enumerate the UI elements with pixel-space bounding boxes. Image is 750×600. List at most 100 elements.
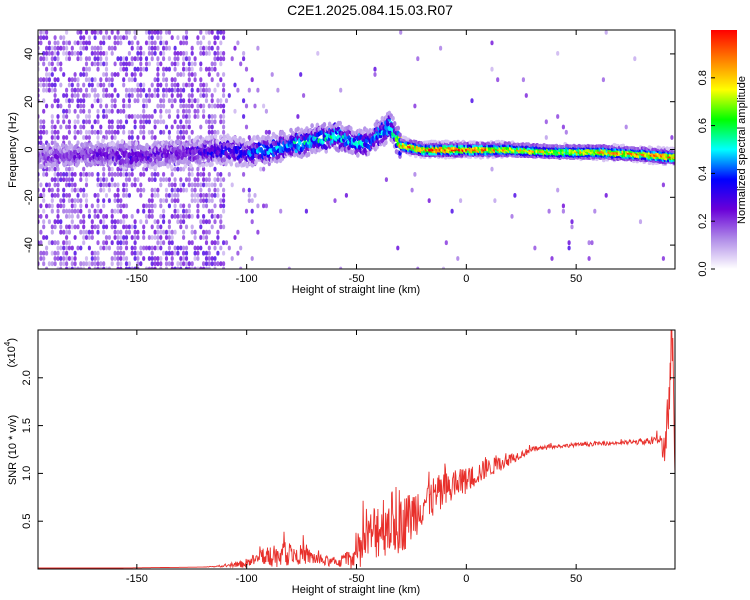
spectrogram-speckle — [510, 214, 514, 219]
spectrogram-cell — [322, 122, 327, 128]
spectrogram-speckle — [567, 245, 571, 251]
spectrogram-speckle — [62, 198, 66, 204]
spectrogram-speckle — [116, 240, 120, 246]
spectrogram-speckle — [122, 66, 126, 72]
spectrogram-speckle — [136, 135, 140, 140]
spectrogram-speckle — [638, 219, 643, 225]
spectrogram-speckle — [122, 182, 126, 188]
spectrogram-speckle — [99, 98, 103, 104]
colorbar-tick-label: 0.4 — [697, 166, 709, 181]
spectrogram-speckle — [216, 229, 220, 235]
spectrogram-speckle — [67, 172, 71, 177]
spectrogram-speckle — [256, 203, 260, 209]
spectrogram-speckle — [116, 40, 120, 46]
spectrogram-speckle — [130, 56, 134, 62]
spectrogram-speckle — [73, 40, 77, 46]
spectrogram-speckle — [130, 77, 134, 83]
spectrogram-speckle — [190, 187, 194, 193]
spectrogram-speckle — [116, 172, 120, 177]
spectrogram-speckle — [199, 45, 203, 51]
spectrogram-speckle — [182, 203, 186, 209]
spectrogram-speckle — [202, 103, 206, 109]
spectrogram-speckle — [116, 203, 120, 209]
spectrogram-speckle — [99, 266, 103, 269]
spectrogram-speckle — [87, 56, 91, 62]
spectrogram-speckle — [65, 208, 69, 214]
snr-x-tick-label: 0 — [463, 573, 469, 585]
spectrogram-speckle — [67, 214, 71, 219]
spectrogram-speckle — [184, 35, 189, 40]
spectrogram-speckle — [113, 45, 117, 51]
spectrogram-speckle — [182, 208, 186, 214]
spectrogram-speckle — [213, 261, 217, 267]
spectrogram-speckle — [162, 40, 166, 46]
spectrogram-speckle — [124, 87, 129, 93]
spectrogram-speckle — [219, 114, 223, 119]
spectrogram-cell — [210, 161, 214, 167]
spectrogram-speckle — [102, 229, 106, 235]
spectrogram-speckle — [147, 61, 151, 67]
spectrogram-speckle — [204, 261, 209, 267]
spectrogram-speckle — [207, 250, 211, 256]
spectrogram-speckle — [102, 182, 106, 188]
spectrogram-speckle — [116, 182, 120, 188]
snr-y-tick-label: 0.5 — [21, 514, 33, 529]
spectrogram-speckle — [59, 124, 63, 130]
spectrogram-speckle — [204, 240, 209, 246]
spectrogram-speckle — [47, 182, 52, 188]
spectrogram-cell — [166, 163, 170, 169]
spectrogram-speckle — [136, 235, 140, 240]
spectrogram-speckle — [127, 129, 131, 135]
spectrogram-speckle — [45, 250, 49, 256]
spectrogram-speckle — [127, 93, 131, 98]
spectrogram-speckle — [173, 66, 177, 72]
spectrogram-speckle — [102, 40, 106, 46]
spectrogram-speckle — [87, 77, 91, 83]
spectrogram-speckle — [202, 261, 206, 267]
spectrogram-speckle — [90, 129, 94, 135]
spectrogram-speckle — [170, 172, 174, 177]
spectrogram-speckle — [242, 56, 246, 62]
spectrogram-speckle — [65, 108, 69, 114]
spectrogram-speckle — [173, 203, 177, 209]
spectrogram-speckle — [184, 114, 189, 119]
spectrogram-speckle — [56, 203, 60, 209]
spectrogram-speckle — [147, 35, 151, 40]
spectrogram-speckle — [167, 193, 171, 198]
spectrogram-cell — [46, 142, 51, 148]
spectrogram-speckle — [153, 193, 157, 198]
spectrogram-speckle — [107, 182, 111, 188]
spectrogram-x-ticks: -150 -100 -50 0 50 — [126, 30, 582, 285]
spectrogram-speckle — [56, 182, 60, 188]
spectrogram-speckle — [96, 250, 100, 256]
spectrogram-speckle — [136, 187, 140, 193]
spectrogram-speckle — [150, 224, 154, 230]
spectrogram-speckle — [219, 203, 223, 209]
spectrogram-speckle — [104, 224, 109, 230]
spectrogram-speckle — [144, 114, 149, 119]
spectrogram-speckle — [190, 66, 194, 72]
spectrogram-speckle — [213, 61, 217, 67]
spectrogram-speckle — [179, 166, 183, 172]
spectrogram-speckle — [73, 235, 77, 240]
spectrogram-speckle — [170, 103, 174, 109]
spectrogram-y-tick-label: 20 — [23, 96, 35, 108]
spectrogram-speckle — [99, 82, 103, 88]
spectrogram-speckle — [601, 77, 606, 83]
spectrogram-cell — [183, 156, 188, 162]
spectrogram-speckle — [190, 172, 194, 177]
spectrogram-speckle — [413, 103, 417, 109]
spectrogram-speckle — [42, 87, 46, 93]
spectrogram-speckle — [102, 114, 106, 119]
spectrogram-speckle — [187, 214, 191, 219]
spectrogram-speckle — [184, 51, 189, 56]
spectrogram-speckle — [153, 219, 157, 225]
spectrogram-cell — [276, 154, 281, 160]
spectrogram-speckle — [210, 114, 214, 119]
spectrogram-speckle — [222, 114, 226, 119]
spectrogram-speckle — [159, 30, 163, 35]
spectrogram-speckle — [153, 45, 157, 51]
spectrogram-speckle — [210, 261, 214, 267]
spectrogram-speckle — [144, 40, 149, 46]
